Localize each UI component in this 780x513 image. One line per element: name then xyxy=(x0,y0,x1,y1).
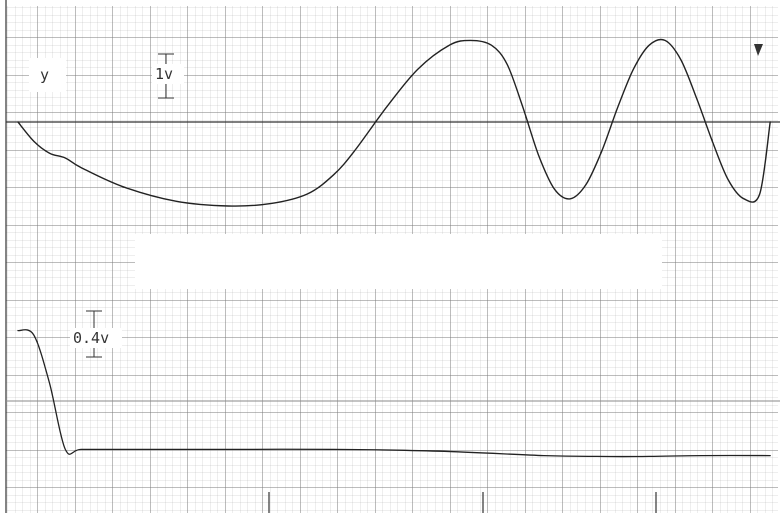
scale-marker-top: 1v xyxy=(152,53,184,99)
masked-band xyxy=(135,234,662,289)
recorder-mark-icon xyxy=(754,44,763,56)
channel-label-box: y xyxy=(29,58,66,92)
channel-label: y xyxy=(40,66,49,84)
scale-label-bottom: 0.4v xyxy=(73,329,109,347)
trace-top-line xyxy=(17,38,771,207)
scale-label-top: 1v xyxy=(155,65,173,83)
scale-marker-bottom: 0.4v xyxy=(70,310,122,358)
trace-bottom-line xyxy=(17,329,771,458)
